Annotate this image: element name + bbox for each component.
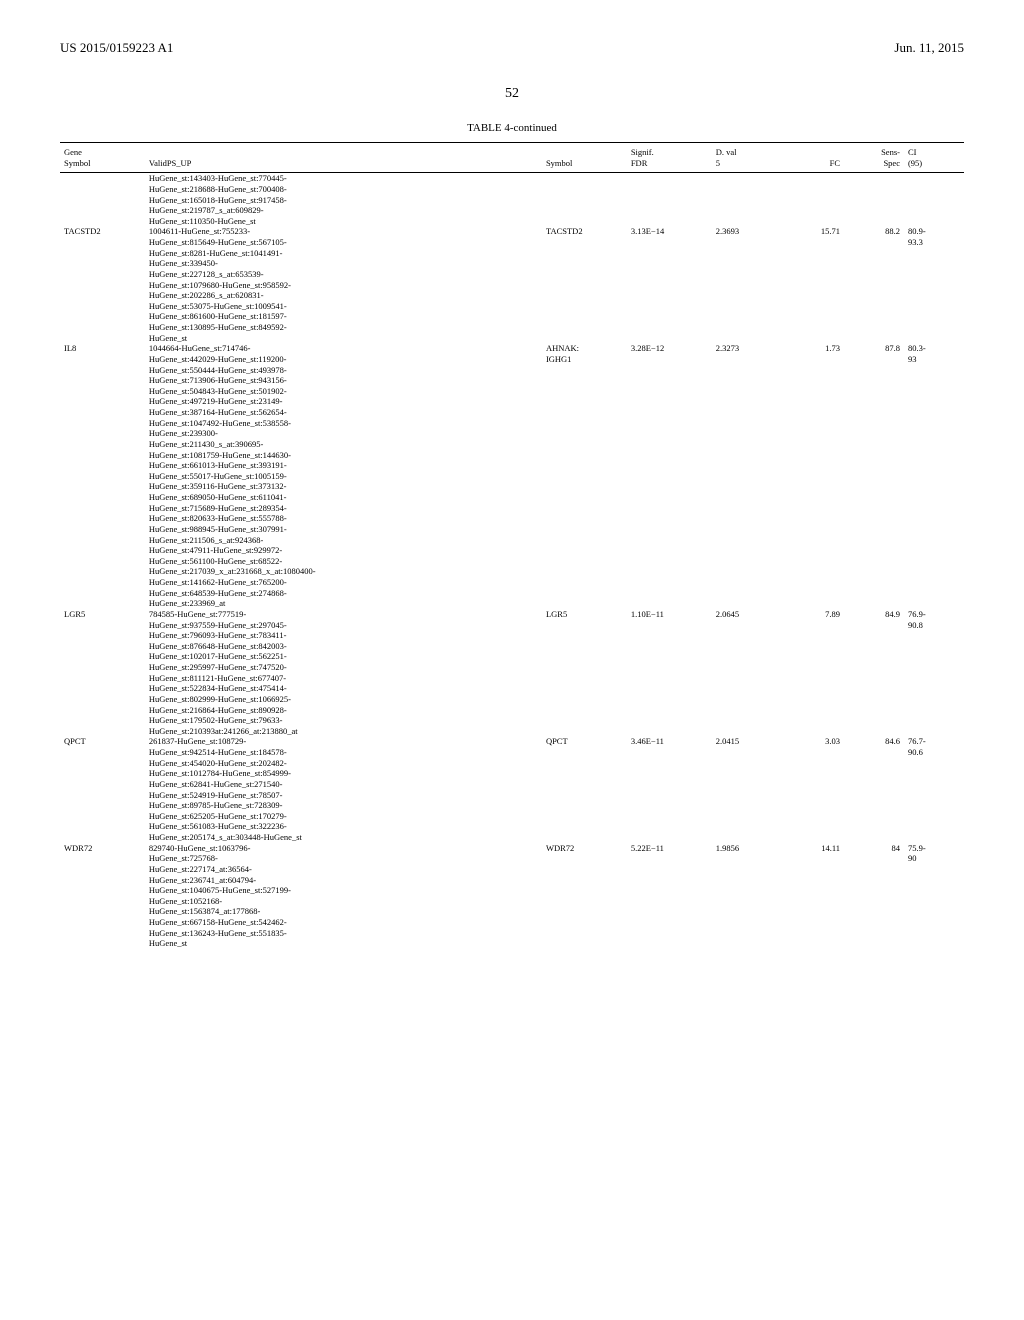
cell-sens: 84.6 <box>844 736 904 842</box>
cell-gene <box>60 173 145 227</box>
cell-symbol: QPCT <box>542 736 627 842</box>
cell-ci: 80.3-93 <box>904 343 964 609</box>
cell-signif: 3.13E−14 <box>627 226 712 343</box>
cell-valid: 1004611-HuGene_st:755233-HuGene_st:81564… <box>145 226 542 343</box>
cell-valid: 784585-HuGene_st:777519-HuGene_st:937559… <box>145 609 542 737</box>
cell-dval: 2.0645 <box>712 609 784 737</box>
col-fc: FC <box>784 143 844 173</box>
cell-dval <box>712 173 784 227</box>
cell-sens: 88.2 <box>844 226 904 343</box>
cell-signif <box>627 173 712 227</box>
cell-dval: 2.0415 <box>712 736 784 842</box>
cell-signif: 1.10E−11 <box>627 609 712 737</box>
cell-symbol: WDR72 <box>542 843 627 949</box>
cell-symbol: AHNAK:IGHG1 <box>542 343 627 609</box>
cell-symbol: TACSTD2 <box>542 226 627 343</box>
cell-signif: 3.46E−11 <box>627 736 712 842</box>
cell-fc: 1.73 <box>784 343 844 609</box>
table-row: HuGene_st:143403-HuGene_st:770445-HuGene… <box>60 173 964 227</box>
cell-ci: 80.9-93.3 <box>904 226 964 343</box>
cell-sens: 87.8 <box>844 343 904 609</box>
cell-sens <box>844 173 904 227</box>
cell-gene: QPCT <box>60 736 145 842</box>
page-header: US 2015/0159223 A1 Jun. 11, 2015 <box>60 40 964 56</box>
cell-ci: 76.7-90.6 <box>904 736 964 842</box>
col-symbol: Symbol <box>542 143 627 173</box>
cell-sens: 84 <box>844 843 904 949</box>
cell-ci <box>904 173 964 227</box>
cell-valid: 1044664-HuGene_st:714746-HuGene_st:44202… <box>145 343 542 609</box>
cell-fc <box>784 173 844 227</box>
cell-dval: 2.3693 <box>712 226 784 343</box>
cell-symbol <box>542 173 627 227</box>
cell-signif: 3.28E−12 <box>627 343 712 609</box>
table-header-row: Gene Symbol ValidPS_UP Symbol Signif. FD… <box>60 143 964 173</box>
cell-dval: 2.3273 <box>712 343 784 609</box>
cell-gene: LGR5 <box>60 609 145 737</box>
cell-fc: 3.03 <box>784 736 844 842</box>
cell-sens: 84.9 <box>844 609 904 737</box>
col-signif: Signif. FDR <box>627 143 712 173</box>
cell-symbol: LGR5 <box>542 609 627 737</box>
col-gene-symbol: Gene Symbol <box>60 143 145 173</box>
header-left: US 2015/0159223 A1 <box>60 40 173 56</box>
col-ci: CI (95) <box>904 143 964 173</box>
cell-dval: 1.9856 <box>712 843 784 949</box>
cell-valid: 261837-HuGene_st:108729-HuGene_st:942514… <box>145 736 542 842</box>
cell-fc: 14.11 <box>784 843 844 949</box>
cell-ci: 75.9-90 <box>904 843 964 949</box>
cell-fc: 15.71 <box>784 226 844 343</box>
cell-fc: 7.89 <box>784 609 844 737</box>
page-number: 52 <box>60 86 964 102</box>
cell-valid: 829740-HuGene_st:1063796-HuGene_st:72576… <box>145 843 542 949</box>
col-sens: Sens- Spec <box>844 143 904 173</box>
cell-gene: TACSTD2 <box>60 226 145 343</box>
table-row: WDR72829740-HuGene_st:1063796-HuGene_st:… <box>60 843 964 949</box>
table-row: LGR5784585-HuGene_st:777519-HuGene_st:93… <box>60 609 964 737</box>
cell-gene: WDR72 <box>60 843 145 949</box>
table-title: TABLE 4-continued <box>60 122 964 134</box>
col-valid-ps: ValidPS_UP <box>145 143 542 173</box>
cell-ci: 76.9-90.8 <box>904 609 964 737</box>
table-row: IL81044664-HuGene_st:714746-HuGene_st:44… <box>60 343 964 609</box>
header-right: Jun. 11, 2015 <box>894 40 964 56</box>
table-row: QPCT261837-HuGene_st:108729-HuGene_st:94… <box>60 736 964 842</box>
cell-valid: HuGene_st:143403-HuGene_st:770445-HuGene… <box>145 173 542 227</box>
cell-signif: 5.22E−11 <box>627 843 712 949</box>
col-dval: D. val 5 <box>712 143 784 173</box>
data-table: Gene Symbol ValidPS_UP Symbol Signif. FD… <box>60 142 964 949</box>
cell-gene: IL8 <box>60 343 145 609</box>
table-row: TACSTD21004611-HuGene_st:755233-HuGene_s… <box>60 226 964 343</box>
